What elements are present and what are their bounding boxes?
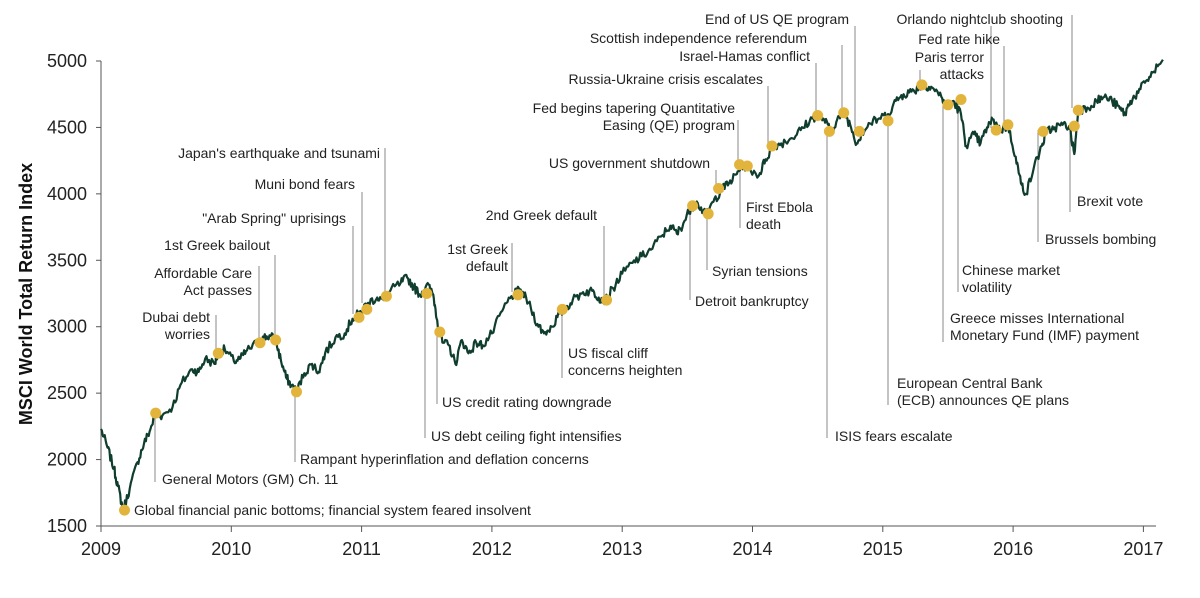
annotation-label: 1st Greek bailout [164,237,270,253]
annotation-label: US fiscal cliff concerns heighten [568,345,682,378]
annotation-label: ISIS fears escalate [835,428,953,444]
annotation-label: US debt ceiling fight intensifies [431,428,622,444]
annotation-label: US credit rating downgrade [442,394,612,410]
event-marker [119,504,130,516]
annotation-label: Affordable Care Act passes [154,265,252,298]
annotation-label: Muni bond fears [255,176,355,192]
annotation-label: Israel-Hamas conflict [679,48,810,64]
annotation-label: Orlando nightclub shooting [896,11,1063,27]
event-marker [434,326,446,338]
event-marker [1002,119,1014,131]
y-tick-label: 3000 [47,317,87,337]
annotation-label: 2nd Greek default [486,207,597,223]
x-tick-label: 2009 [81,539,121,559]
annotation-label: Fed begins tapering Quantitative Easing (… [533,100,736,133]
index-line [100,59,1164,512]
event-marker [254,337,266,349]
y-tick-label: 5000 [47,51,87,71]
event-marker [955,94,967,105]
y-tick-label: 2000 [47,450,87,470]
x-tick-label: 2014 [732,539,772,559]
annotation-label: Japan's earthquake and tsunami [178,145,380,161]
event-marker [361,303,373,315]
axes: 1500 2000 2500 3000 3500 4000 4500 5000 2009 2010… [47,51,1163,559]
x-tick-label: 2011 [342,539,381,559]
event-marker [741,160,753,172]
annotation-label: Paris terror attacks [915,49,985,82]
annotation-label: Syrian tensions [712,263,808,279]
annotation-leaders [154,15,1073,482]
annotation-label: Brussels bombing [1045,231,1156,247]
event-marker [766,140,778,152]
annotation-labels: Global financial panic bottoms; financia… [134,11,1156,518]
annotation-label: Scottish independence referendum [590,30,807,46]
annotation-label: Dubai debt worries [142,309,210,342]
annotation-label: US government shutdown [549,155,710,171]
annotation-label: Brexit vote [1077,193,1143,209]
event-marker [601,294,613,306]
event-marker [150,407,162,419]
x-tick-label: 2012 [472,539,512,559]
annotation-label: Russia-Ukraine crisis escalates [568,71,763,87]
x-tick-label: 2017 [1123,539,1163,559]
y-tick-label: 3500 [47,250,87,270]
event-marker [421,288,433,299]
event-marker [353,311,365,323]
x-tick-label: 2015 [863,539,903,559]
y-tick-label: 4500 [47,117,87,137]
event-marker [291,386,302,398]
event-marker [380,290,392,302]
x-tick-label: 2010 [211,539,251,559]
event-markers [119,79,1084,516]
event-marker [882,115,894,127]
y-tick-label: 2500 [47,383,87,403]
event-marker [1072,104,1084,116]
event-marker [823,125,835,137]
event-marker [687,200,699,212]
event-marker [1068,120,1080,132]
event-marker [990,124,1002,136]
event-marker [838,107,850,119]
annotation-label: Rampant hyperinflation and deflation con… [300,451,589,467]
event-marker [556,303,568,315]
event-marker [702,208,714,220]
x-tick-label: 2013 [602,539,642,559]
event-marker [713,183,725,194]
event-marker [853,125,865,137]
event-marker [812,110,824,121]
y-tick-label: 4000 [47,184,87,204]
annotation-label: "Arab Spring" uprisings [202,210,346,226]
annotation-label: Chinese market volatility [962,262,1060,295]
annotation-label: Detroit bankruptcy [695,293,809,309]
annotation-label: First Ebola death [746,199,813,232]
event-marker [212,347,224,359]
event-marker [1037,125,1049,137]
annotation-label: Greece misses International Monetary Fund… [950,310,1139,343]
event-marker [916,79,928,91]
event-marker [512,289,524,301]
event-marker [942,99,954,111]
annotation-label: Global financial panic bottoms; financia… [134,502,531,518]
y-tick-label: 1500 [47,516,87,536]
event-marker [270,334,282,346]
x-tick-label: 2016 [993,539,1033,559]
annotation-label: 1st Greek default [447,241,509,274]
annotation-label: European Central Bank (ECB) announces QE … [897,375,1069,408]
annotation-label: General Motors (GM) Ch. 11 [162,471,339,487]
annotation-label: Fed rate hike [918,31,1000,47]
y-axis-title: MSCI World Total Return Index [16,163,36,425]
annotation-label: End of US QE program [705,11,849,27]
